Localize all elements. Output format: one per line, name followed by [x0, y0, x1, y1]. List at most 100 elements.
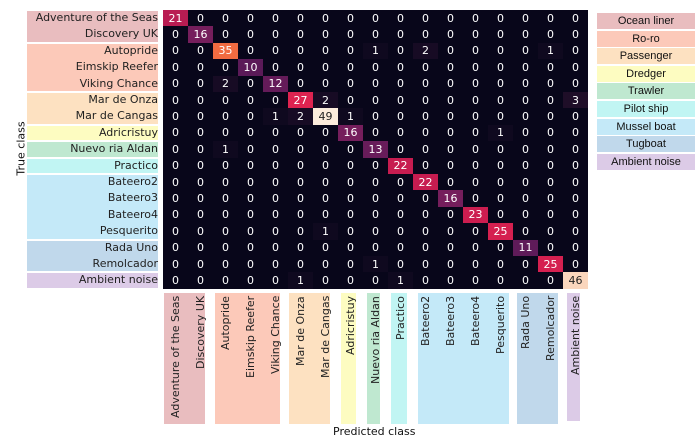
- heatmap-cell: 0: [363, 223, 388, 240]
- heatmap-cell: 0: [413, 26, 438, 43]
- heatmap-cell: 0: [188, 256, 213, 273]
- heatmap-cell: 0: [563, 206, 588, 224]
- heatmap-cell: 0: [313, 174, 338, 191]
- row-label: Nuevo ria Aldan: [70, 142, 158, 156]
- heatmap-cell: 0: [413, 141, 438, 158]
- column-group-band: [517, 293, 558, 424]
- row-label: Mar de Onza: [88, 93, 158, 106]
- heatmap-cell: 1: [338, 108, 363, 125]
- legend-item: Pilot ship: [597, 101, 695, 117]
- heatmap-cell: 0: [263, 92, 288, 109]
- heatmap-cell: 0: [163, 124, 188, 142]
- heatmap-cell: 0: [288, 206, 313, 224]
- legend-item: Ambient noise: [597, 153, 695, 170]
- heatmap-cell: 1: [313, 223, 338, 240]
- heatmap-cell: 35: [213, 42, 238, 60]
- heatmap-cell: 0: [238, 92, 263, 109]
- heatmap-cell: 0: [338, 141, 363, 158]
- heatmap-cell: 0: [563, 124, 588, 142]
- heatmap-cell: 0: [463, 26, 488, 43]
- heatmap-cell: 0: [538, 239, 563, 256]
- heatmap-cell: 0: [188, 10, 213, 27]
- heatmap-cell: 0: [438, 75, 463, 92]
- heatmap-cell: 0: [513, 10, 538, 27]
- heatmap-cell: 0: [463, 190, 488, 207]
- column-label: Adventure of the Seas: [168, 295, 182, 418]
- heatmap-cell: 0: [463, 59, 488, 76]
- row-label: Bateero3: [107, 191, 158, 205]
- heatmap-cell: 0: [238, 42, 263, 60]
- heatmap-cell: 0: [313, 124, 338, 142]
- heatmap-cell: 0: [238, 141, 263, 158]
- heatmap-cell: 0: [538, 272, 563, 289]
- heatmap-cell: 0: [363, 190, 388, 207]
- row-group-band: [27, 93, 158, 124]
- heatmap-cell: 0: [338, 157, 363, 174]
- heatmap-cell: 0: [438, 10, 463, 27]
- heatmap-cell: 0: [513, 108, 538, 125]
- heatmap-cell: 0: [238, 10, 263, 27]
- legend-item: Mussel boat: [597, 118, 695, 135]
- column-label: Bateero2: [418, 295, 432, 346]
- heatmap-cell: 0: [213, 190, 238, 207]
- row-label: Rada Uno: [104, 240, 158, 254]
- heatmap-cell: 0: [338, 59, 363, 76]
- heatmap-cell: 0: [263, 272, 288, 289]
- heatmap-cell: 0: [288, 75, 313, 92]
- heatmap-cell: 0: [538, 157, 563, 174]
- heatmap-cell: 0: [513, 75, 538, 92]
- row-group-band: [27, 273, 158, 288]
- heatmap-cell: 0: [438, 256, 463, 273]
- heatmap-cell: 2: [213, 75, 238, 92]
- column-label: Mar de Cangas: [318, 295, 332, 378]
- heatmap-cell: 12: [263, 75, 288, 92]
- row-label: Remolcador: [92, 257, 158, 270]
- heatmap-cell: 0: [238, 75, 263, 92]
- heatmap-cell: 0: [438, 223, 463, 240]
- heatmap-cell: 0: [238, 223, 263, 240]
- row-label: Viking Chance: [79, 76, 158, 90]
- column-label: Rada Uno: [518, 295, 532, 349]
- heatmap-cell: 0: [413, 124, 438, 142]
- row-label: Bateero2: [107, 175, 158, 188]
- row-label: Autopride: [104, 43, 158, 57]
- heatmap-cell: 0: [213, 239, 238, 256]
- heatmap-cell: 0: [363, 26, 388, 43]
- heatmap-cell: 0: [563, 75, 588, 92]
- heatmap-cell: 0: [388, 124, 413, 142]
- row-group-band: [27, 11, 158, 42]
- heatmap-cell: 0: [438, 141, 463, 158]
- heatmap-cell: 0: [413, 239, 438, 256]
- heatmap-cell: 23: [463, 206, 488, 224]
- heatmap-cell: 0: [288, 157, 313, 174]
- column-label: Eimskip Reefer: [243, 295, 257, 378]
- heatmap-cell: 0: [363, 108, 388, 125]
- heatmap-cell: 0: [338, 174, 363, 191]
- heatmap-cell: 0: [513, 26, 538, 43]
- heatmap-cell: 0: [388, 190, 413, 207]
- heatmap-cell: 0: [188, 190, 213, 207]
- heatmap-cell: 0: [188, 42, 213, 60]
- heatmap-cell: 0: [488, 256, 513, 273]
- column-group-band: [367, 293, 380, 424]
- column-group-band: [215, 293, 280, 424]
- heatmap-cell: 0: [263, 124, 288, 142]
- heatmap-cell: 0: [538, 174, 563, 191]
- row-label: Ambient noise: [78, 273, 158, 287]
- heatmap-cell: 0: [288, 223, 313, 240]
- heatmap-cell: 0: [388, 174, 413, 191]
- heatmap-cell: 0: [288, 10, 313, 27]
- heatmap-cell: 0: [563, 10, 588, 27]
- column-label: Autopride: [218, 296, 232, 350]
- heatmap-cell: 0: [338, 75, 363, 92]
- row-label: Mar de Cangas: [75, 109, 158, 123]
- heatmap-cell: 0: [388, 256, 413, 273]
- heatmap-cell: 0: [263, 223, 288, 240]
- heatmap-cell: 16: [338, 124, 363, 142]
- heatmap-cell: 0: [563, 223, 588, 240]
- heatmap-cell: 0: [288, 42, 313, 60]
- heatmap-cell: 0: [163, 174, 188, 191]
- heatmap-cell: 0: [213, 26, 238, 43]
- heatmap-cell: 0: [488, 272, 513, 289]
- heatmap-cell: 0: [438, 272, 463, 289]
